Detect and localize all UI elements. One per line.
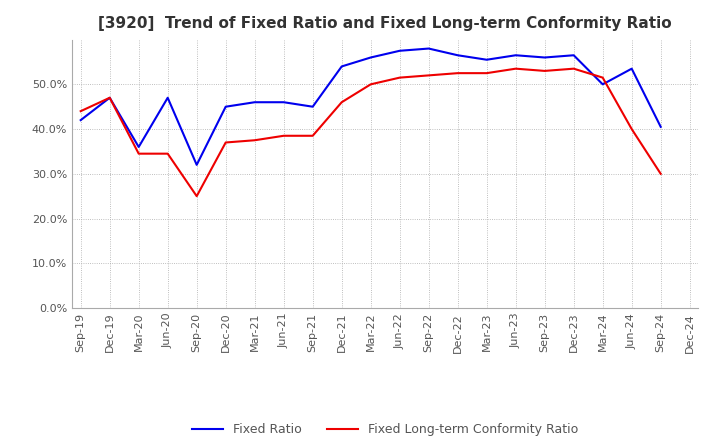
Fixed Ratio [627, 66, 636, 71]
Line: Fixed Long-term Conformity Ratio: Fixed Long-term Conformity Ratio [81, 69, 661, 196]
Fixed Ratio [424, 46, 433, 51]
Fixed Long-term Conformity Ratio [338, 99, 346, 105]
Fixed Long-term Conformity Ratio [366, 82, 375, 87]
Fixed Long-term Conformity Ratio [541, 68, 549, 73]
Fixed Ratio [192, 162, 201, 168]
Fixed Ratio [511, 53, 520, 58]
Fixed Long-term Conformity Ratio [511, 66, 520, 71]
Fixed Ratio [163, 95, 172, 100]
Fixed Long-term Conformity Ratio [76, 109, 85, 114]
Title: [3920]  Trend of Fixed Ratio and Fixed Long-term Conformity Ratio: [3920] Trend of Fixed Ratio and Fixed Lo… [99, 16, 672, 32]
Fixed Ratio [570, 53, 578, 58]
Fixed Ratio [598, 82, 607, 87]
Fixed Ratio [482, 57, 491, 62]
Fixed Long-term Conformity Ratio [163, 151, 172, 156]
Fixed Ratio [541, 55, 549, 60]
Fixed Long-term Conformity Ratio [105, 95, 114, 100]
Legend: Fixed Ratio, Fixed Long-term Conformity Ratio: Fixed Ratio, Fixed Long-term Conformity … [187, 418, 583, 440]
Fixed Long-term Conformity Ratio [657, 171, 665, 176]
Fixed Long-term Conformity Ratio [135, 151, 143, 156]
Fixed Long-term Conformity Ratio [627, 126, 636, 132]
Fixed Ratio [135, 144, 143, 150]
Fixed Long-term Conformity Ratio [598, 75, 607, 80]
Fixed Ratio [221, 104, 230, 109]
Fixed Ratio [105, 95, 114, 100]
Fixed Long-term Conformity Ratio [570, 66, 578, 71]
Fixed Ratio [251, 99, 259, 105]
Fixed Long-term Conformity Ratio [482, 70, 491, 76]
Fixed Ratio [395, 48, 404, 53]
Line: Fixed Ratio: Fixed Ratio [81, 48, 661, 165]
Fixed Ratio [454, 53, 462, 58]
Fixed Ratio [76, 117, 85, 123]
Fixed Long-term Conformity Ratio [424, 73, 433, 78]
Fixed Long-term Conformity Ratio [454, 70, 462, 76]
Fixed Ratio [366, 55, 375, 60]
Fixed Ratio [338, 64, 346, 69]
Fixed Long-term Conformity Ratio [395, 75, 404, 80]
Fixed Ratio [657, 124, 665, 129]
Fixed Long-term Conformity Ratio [192, 194, 201, 199]
Fixed Long-term Conformity Ratio [221, 140, 230, 145]
Fixed Long-term Conformity Ratio [308, 133, 317, 139]
Fixed Long-term Conformity Ratio [279, 133, 288, 139]
Fixed Ratio [279, 99, 288, 105]
Fixed Ratio [308, 104, 317, 109]
Fixed Long-term Conformity Ratio [251, 138, 259, 143]
